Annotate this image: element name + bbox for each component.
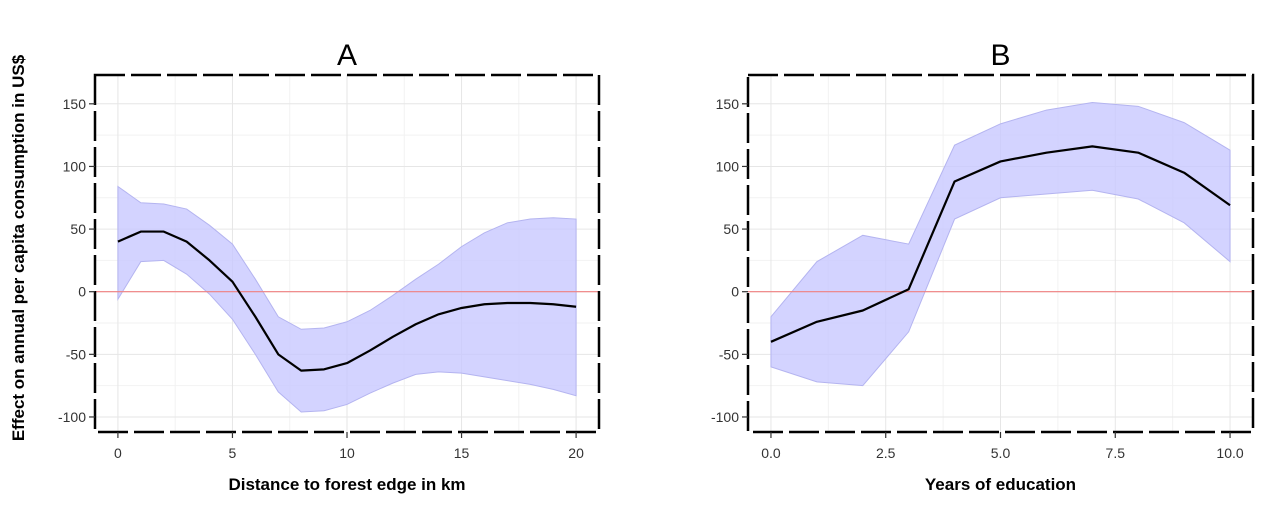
panel-title: B (990, 39, 1010, 72)
y-tick-label: -50 (719, 346, 739, 362)
x-tick-label: 7.5 (1106, 445, 1126, 461)
chart-panel-a: 0 5 10 15 20 -100 -50 0 50 100 150 A Distance to for… (58, 39, 601, 494)
y-tick-label: -50 (66, 346, 86, 362)
y-tick-label: 150 (716, 96, 740, 112)
x-tick-label: 10.0 (1216, 445, 1243, 461)
plot-frame (746, 73, 1255, 434)
y-tick-label: 0 (731, 284, 739, 300)
x-tick-label: 20 (568, 445, 584, 461)
x-tick-label: 2.5 (876, 445, 896, 461)
x-axis-label: Distance to forest edge in km (228, 475, 465, 494)
confidence-band (770, 102, 1231, 387)
chart-panel-b: 0.0 2.5 5.0 7.5 10.0 -100 -50 0 50 100 150 B Years o… (711, 39, 1255, 494)
y-tick-label: 50 (70, 221, 86, 237)
y-tick-label: 0 (78, 284, 86, 300)
x-tick-label: 10 (339, 445, 355, 461)
x-tick-label: 15 (454, 445, 470, 461)
y-axis-label: Effect on annual per capita consumption … (9, 54, 28, 441)
estimate-line (117, 230, 577, 372)
y-tick-label: 100 (716, 158, 740, 174)
y-tick-label: 150 (63, 96, 87, 112)
y-tick-label: 100 (63, 158, 87, 174)
plot-frame (93, 73, 601, 434)
x-axis-label: Years of education (925, 475, 1076, 494)
x-tick-label: 0 (114, 445, 122, 461)
y-tick-label: -100 (711, 409, 739, 425)
x-tick-label: 5 (229, 445, 237, 461)
y-tick-label: -100 (58, 409, 86, 425)
estimate-line (770, 145, 1231, 343)
panel-title: A (337, 39, 357, 72)
confidence-band (117, 185, 577, 413)
x-tick-label: 5.0 (991, 445, 1011, 461)
y-tick-label: 50 (723, 221, 739, 237)
x-tick-label: 0.0 (761, 445, 781, 461)
